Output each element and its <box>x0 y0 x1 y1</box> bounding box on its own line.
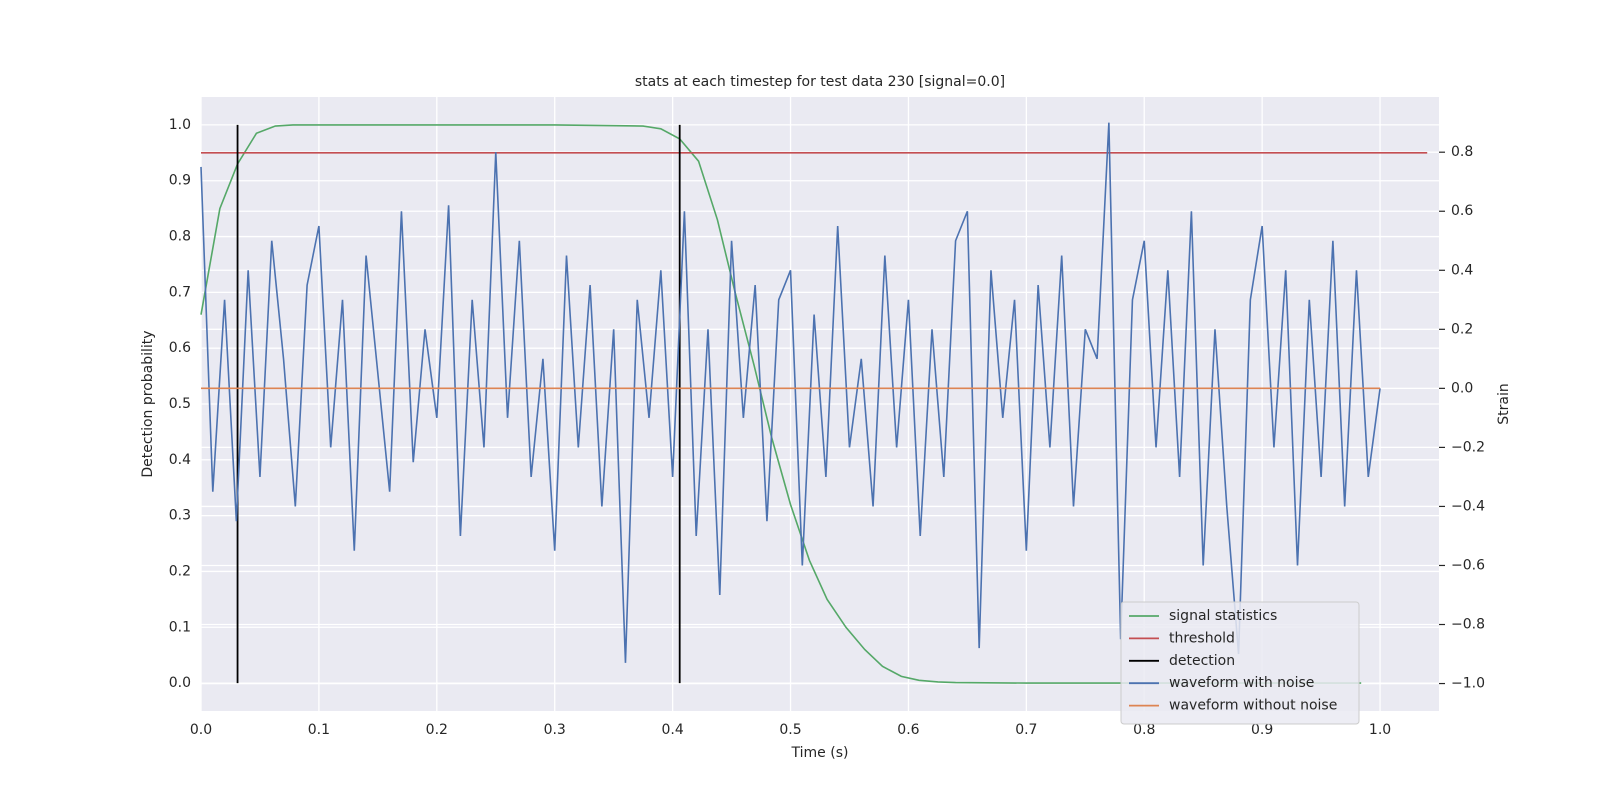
x-tick-label: 1.0 <box>1369 722 1391 738</box>
y2-tick-label: 0.6 <box>1451 203 1473 219</box>
y-tick-label: 0.1 <box>169 619 191 635</box>
y-tick-label: 0.9 <box>169 173 191 189</box>
series-line <box>200 124 1362 684</box>
x-tick-label: 0.3 <box>544 722 566 738</box>
legend-label: waveform with noise <box>1169 675 1314 691</box>
y-tick-label: 0.0 <box>169 675 191 691</box>
legend-label: signal statistics <box>1169 608 1277 624</box>
x-tick-label: 0.0 <box>190 722 212 738</box>
y-tick-label: 0.6 <box>169 340 191 356</box>
x-tick-label: 0.4 <box>661 722 683 738</box>
x-tick-label: 0.5 <box>779 722 801 738</box>
y-tick-label: 1.0 <box>169 117 191 133</box>
y2-tick-label: −0.2 <box>1451 439 1485 455</box>
x-tick-label: 0.9 <box>1251 722 1273 738</box>
y-axis-label: Detection probability <box>140 330 156 477</box>
legend-box <box>1120 601 1360 725</box>
x-tick-label: 0.8 <box>1133 722 1155 738</box>
y2-tick-label: −1.0 <box>1451 676 1485 692</box>
x-tick-label: 0.1 <box>308 722 330 738</box>
y2-tick-label: 0.0 <box>1451 380 1473 396</box>
y2-tick-label: 0.4 <box>1451 262 1473 278</box>
y2-tick-label: −0.8 <box>1451 617 1485 633</box>
x-axis-label: Time (s) <box>791 745 849 761</box>
x-tick-label: 0.2 <box>426 722 448 738</box>
y-tick-label: 0.4 <box>169 452 191 468</box>
x-tick-label: 0.6 <box>897 722 919 738</box>
legend-label: detection <box>1169 653 1235 669</box>
y2-tick-label: −0.6 <box>1451 557 1485 573</box>
legend-label: threshold <box>1169 630 1235 646</box>
chart-title: stats at each timestep for test data 230… <box>635 74 1005 90</box>
y-tick-label: 0.3 <box>169 508 191 524</box>
y2-tick-label: 0.8 <box>1451 144 1473 160</box>
y2-axis-label: Strain <box>1496 383 1512 424</box>
y-tick-label: 0.7 <box>169 284 191 300</box>
legend-label: waveform without noise <box>1169 698 1337 714</box>
y-tick-label: 0.2 <box>169 563 191 579</box>
y2-tick-label: −0.4 <box>1451 498 1485 514</box>
x-tick-label: 0.7 <box>1015 722 1037 738</box>
y-tick-label: 0.8 <box>169 229 191 245</box>
y2-tick-label: 0.2 <box>1451 321 1473 337</box>
y-tick-label: 0.5 <box>169 396 191 412</box>
